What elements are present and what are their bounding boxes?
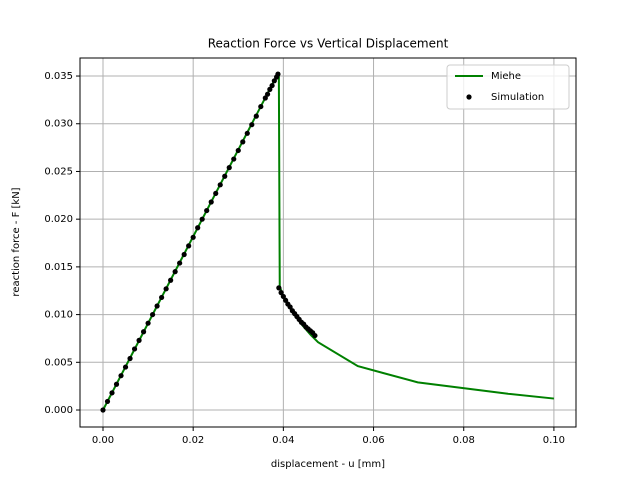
data-point [163,286,169,292]
y-tick-label: 0.000 [44,405,73,416]
x-tick-label: 0.04 [272,435,294,446]
data-point [312,332,318,339]
y-tick-label: 0.020 [44,214,73,225]
data-point [140,329,147,335]
data-point [226,165,232,171]
x-tick-label: 0.10 [543,435,565,446]
x-tick-label: 0.00 [92,435,114,446]
data-point [122,364,129,370]
y-tick-label: 0.030 [44,119,73,130]
data-point [113,381,120,387]
data-line [102,71,555,411]
data-point [275,71,281,77]
chart-title: Reaction Force vs Vertical Displacement [208,37,449,51]
data-point [271,78,277,84]
data-point [118,373,124,379]
data-point [222,173,228,179]
data-point [264,91,271,97]
data-point [172,269,178,275]
y-tick-label: 0.005 [44,357,73,368]
x-tick-label: 0.08 [453,435,475,446]
legend: Miehe Simulation [446,64,570,110]
data-point [244,130,250,136]
data-point [145,320,151,326]
x-axis-label: displacement - u [mm] [271,459,385,470]
y-axis-label: reaction force - F [kN] [11,187,22,296]
y-tick-label: 0.035 [44,71,73,82]
legend-label: Miehe [491,71,521,82]
data-point [149,311,156,318]
data-point [213,190,219,197]
data-point [154,303,160,309]
data-point [186,243,192,249]
data-point [278,290,284,296]
x-tick-label: 0.02 [182,435,204,446]
data-point [100,407,106,413]
data-point [136,337,142,343]
data-point [267,86,273,92]
data-point [208,199,214,205]
data-point [181,251,187,258]
data-point [269,82,275,89]
data-point [217,182,223,188]
data-point [276,285,282,291]
data-point [190,234,196,240]
y-tick-label: 0.015 [44,262,73,273]
y-tick-label: 0.010 [44,310,73,321]
data-point [104,398,111,405]
data-point [283,297,289,303]
data-point [262,95,268,101]
data-point [231,156,237,162]
data-point [287,304,293,310]
data-point [127,355,133,362]
legend-swatch [466,94,472,100]
data-point [240,139,246,145]
data-point [168,277,174,283]
data-point [195,225,201,231]
legend-label: Simulation [491,92,544,103]
data-point [199,216,205,222]
data-point [280,293,286,300]
data-point [249,122,255,128]
plot-frame [79,57,577,428]
data-point [235,147,241,154]
data-point [159,294,165,301]
data-point [177,260,183,266]
data-point [131,346,138,352]
data-point [109,390,115,396]
y-tick-label: 0.025 [44,166,73,177]
data-point [204,207,210,214]
data-point [258,103,264,110]
x-tick-label: 0.06 [362,435,384,446]
data-point [253,113,259,119]
